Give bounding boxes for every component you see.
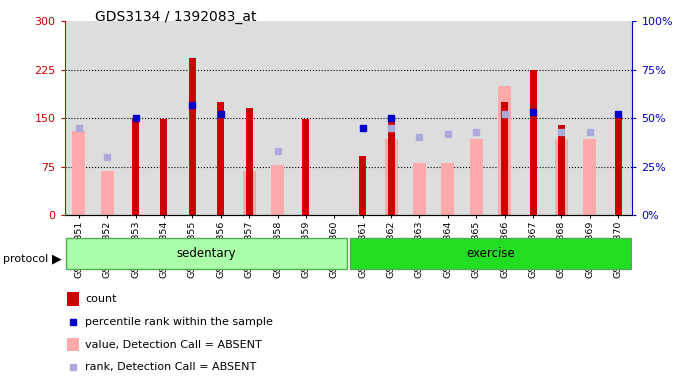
Bar: [413, 163, 426, 215]
Bar: [498, 86, 511, 215]
Bar: [72, 131, 85, 215]
Bar: [501, 102, 508, 215]
Bar: [160, 119, 167, 215]
Bar: [271, 165, 284, 215]
Bar: [189, 58, 196, 215]
Bar: [385, 139, 398, 215]
Bar: [583, 139, 596, 215]
Bar: [67, 338, 80, 351]
Bar: [615, 115, 622, 215]
Bar: [350, 238, 631, 269]
Bar: [132, 118, 139, 215]
Text: value, Detection Call = ABSENT: value, Detection Call = ABSENT: [85, 339, 262, 349]
Text: ▶: ▶: [52, 253, 62, 266]
Bar: [530, 70, 537, 215]
Bar: [388, 121, 394, 215]
Text: percentile rank within the sample: percentile rank within the sample: [85, 317, 273, 327]
Bar: [441, 163, 454, 215]
Text: count: count: [85, 294, 117, 304]
Bar: [101, 171, 114, 215]
Bar: [67, 292, 80, 306]
Text: protocol: protocol: [3, 254, 49, 264]
Text: sedentary: sedentary: [177, 247, 237, 260]
Bar: [470, 139, 483, 215]
Text: rank, Detection Call = ABSENT: rank, Detection Call = ABSENT: [85, 362, 256, 372]
Bar: [66, 238, 347, 269]
Bar: [303, 119, 309, 215]
Bar: [558, 124, 565, 215]
Bar: [243, 171, 256, 215]
Bar: [218, 102, 224, 215]
Bar: [245, 108, 252, 215]
Text: exercise: exercise: [466, 247, 515, 260]
Bar: [555, 139, 568, 215]
Bar: [359, 156, 366, 215]
Text: GDS3134 / 1392083_at: GDS3134 / 1392083_at: [95, 10, 257, 23]
